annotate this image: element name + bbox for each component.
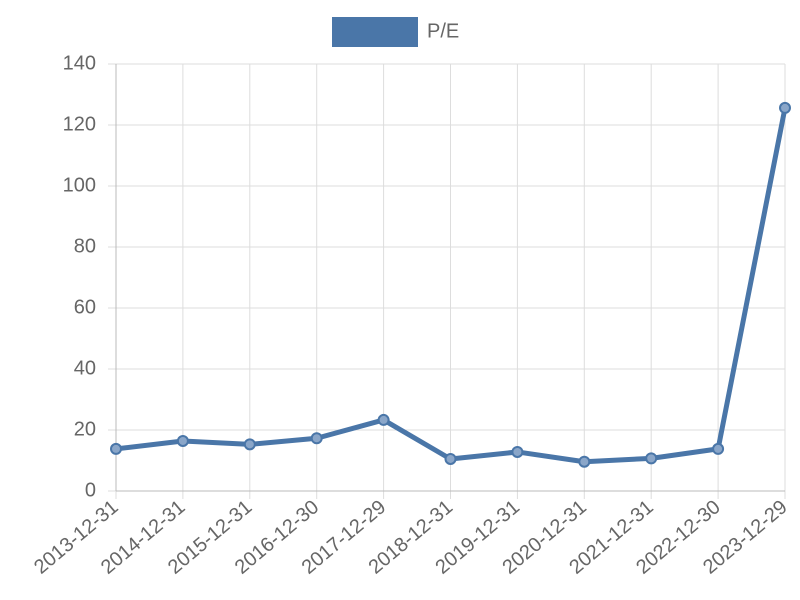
y-tick-label: 20 — [74, 418, 96, 440]
y-tick-label: 140 — [63, 52, 96, 74]
legend-swatch — [332, 17, 418, 47]
y-tick-label: 40 — [74, 357, 96, 379]
y-tick-label: 100 — [63, 174, 96, 196]
point — [377, 413, 390, 426]
point — [310, 432, 323, 445]
point — [578, 455, 591, 468]
point — [176, 434, 189, 447]
point — [712, 442, 725, 455]
y-tick-label: 80 — [74, 235, 96, 257]
point — [243, 438, 256, 451]
y-tick-label: 60 — [74, 296, 96, 318]
point — [110, 442, 122, 455]
point — [444, 452, 457, 465]
point — [511, 445, 524, 458]
y-tick-label: 0 — [85, 479, 96, 501]
point — [645, 452, 658, 465]
y-tick-label: 120 — [63, 113, 96, 135]
legend-label: P/E — [427, 20, 459, 42]
point — [779, 101, 791, 114]
